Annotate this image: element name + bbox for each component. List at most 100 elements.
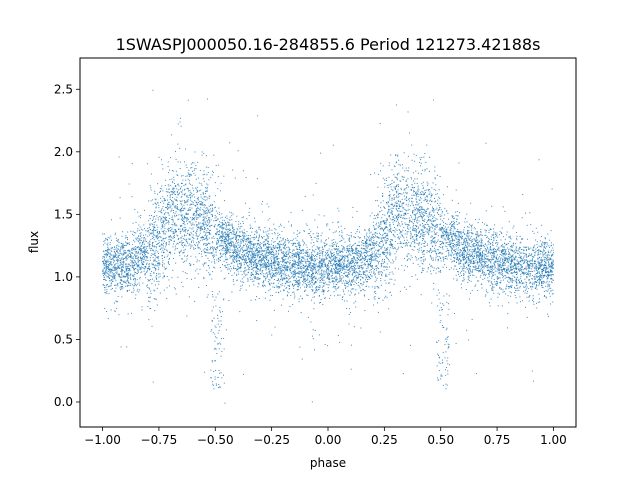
data-point (439, 227, 441, 229)
data-point (305, 269, 307, 271)
data-point (197, 161, 199, 163)
data-point (474, 248, 476, 250)
data-point (397, 214, 399, 216)
data-point (105, 280, 107, 282)
data-point (490, 282, 492, 284)
data-point (179, 228, 181, 230)
data-point (476, 257, 478, 259)
data-point (277, 282, 279, 284)
data-point (249, 242, 251, 244)
data-point (196, 203, 198, 205)
data-point (524, 306, 526, 308)
data-point (438, 379, 440, 381)
data-point (452, 244, 454, 246)
data-point (239, 236, 241, 238)
data-point (191, 167, 193, 169)
data-point (471, 241, 472, 243)
data-point (311, 239, 313, 241)
data-point (381, 217, 383, 219)
data-point (307, 316, 309, 318)
data-point (172, 224, 174, 226)
data-point (334, 249, 336, 251)
data-point (379, 122, 381, 124)
data-point (386, 218, 388, 220)
data-point (407, 170, 409, 172)
data-point (478, 240, 480, 242)
data-point (447, 370, 449, 372)
data-point (393, 205, 395, 207)
data-point (463, 226, 465, 228)
data-point (127, 279, 129, 281)
data-point (275, 245, 277, 247)
data-point (549, 295, 551, 297)
data-point (105, 237, 107, 239)
data-point (173, 241, 175, 243)
data-point (272, 238, 274, 240)
data-point (499, 256, 501, 258)
data-point (512, 269, 514, 271)
data-point (312, 338, 314, 340)
data-point (269, 244, 271, 246)
data-point (137, 264, 139, 266)
data-point (250, 299, 252, 301)
data-point (131, 284, 133, 286)
data-point (324, 245, 325, 247)
data-point (254, 233, 256, 235)
data-point (477, 267, 479, 269)
data-point (352, 267, 354, 269)
data-point (280, 267, 282, 269)
data-point (335, 259, 337, 261)
data-point (315, 281, 317, 283)
data-point (551, 263, 553, 265)
data-point (336, 263, 338, 265)
data-point (138, 235, 140, 237)
data-point (391, 183, 393, 185)
data-point (363, 258, 365, 260)
data-point (244, 260, 246, 262)
data-point (327, 250, 329, 252)
data-point (251, 253, 253, 255)
data-point (504, 268, 506, 270)
data-point (148, 247, 150, 249)
data-point (224, 250, 226, 252)
data-point (153, 259, 155, 261)
data-point (287, 261, 289, 263)
data-point (281, 277, 283, 279)
data-point (380, 284, 382, 286)
data-point (503, 245, 505, 247)
data-point (408, 132, 410, 134)
data-point (184, 244, 186, 246)
data-point (287, 265, 289, 267)
data-point (142, 234, 144, 236)
data-point (443, 225, 445, 227)
data-point (545, 254, 547, 256)
data-point (324, 273, 326, 275)
data-point (198, 241, 200, 243)
data-point (362, 248, 364, 250)
data-point (206, 183, 208, 185)
data-point (263, 244, 265, 246)
data-point (317, 269, 319, 271)
data-point (247, 246, 249, 248)
data-point (462, 254, 464, 256)
data-point (342, 296, 344, 298)
data-point (371, 237, 373, 239)
data-point (475, 237, 477, 239)
data-point (451, 247, 453, 249)
data-point (385, 220, 387, 222)
data-point (133, 239, 135, 241)
data-point (302, 249, 304, 251)
data-point (149, 274, 151, 276)
data-point (531, 260, 533, 262)
data-point (218, 259, 220, 261)
data-point (311, 299, 313, 301)
data-point (400, 242, 402, 244)
data-point (336, 248, 338, 250)
data-point (552, 262, 554, 264)
data-point (273, 267, 275, 269)
data-point (125, 263, 127, 265)
data-point (195, 215, 197, 217)
data-point (299, 346, 301, 348)
data-point (328, 262, 330, 264)
data-point (309, 283, 311, 285)
